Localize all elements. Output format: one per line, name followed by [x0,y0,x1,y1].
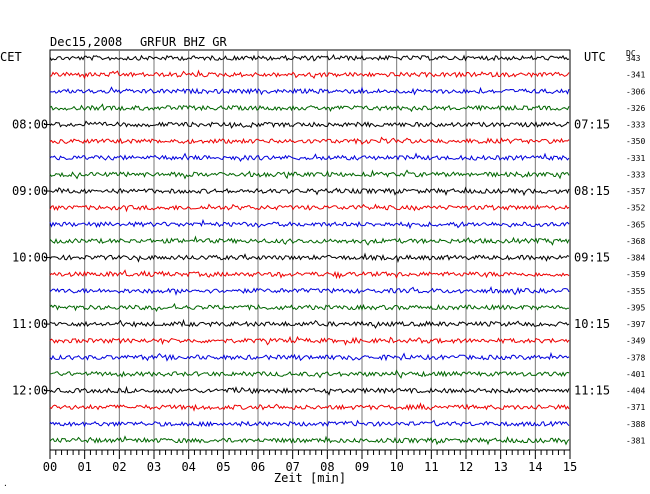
dc-offset-16: -395 [626,303,645,312]
trace-line-20 [49,369,570,379]
dc-offset-23: -388 [626,420,645,429]
dc-offset-20: -401 [626,370,645,379]
grid-lines [84,50,536,450]
trace-line-19 [49,351,570,362]
dc-header-label: DC [626,49,636,58]
right-timezone-label: UTC [584,50,606,64]
trace-group [49,53,570,446]
x-tick-label-00: 00 [43,460,57,474]
left-time-label-1: 08:00 [12,118,48,132]
dc-offset-18: -349 [626,337,645,346]
station-label: GRFUR BHZ GR [140,35,227,49]
dc-offset-19: -378 [626,353,645,362]
dc-offset-13: -384 [626,254,645,263]
trace-line-12 [49,235,570,246]
dc-offset-9: -357 [626,187,645,196]
x-tick-label-13: 13 [493,460,507,474]
dc-offset-labels: 343 -341 -306 -326 -333 -350 -331 -333 -357 -352 -… [626,54,645,445]
left-time-label-3: 10:00 [12,251,48,265]
trace-line-14 [49,269,570,280]
right-time-label-1: 07:15 [574,118,610,132]
x-tick-label-04: 04 [181,460,195,474]
trace-line-3 [49,86,570,96]
dc-offset-7: -331 [626,154,645,163]
trace-line-9 [49,186,570,197]
x-tick-label-05: 05 [216,460,230,474]
x-tick-label-11: 11 [424,460,438,474]
x-tick-label-14: 14 [528,460,542,474]
left-time-label-4: 11:00 [12,317,48,331]
trace-line-23 [49,419,570,428]
trace-line-15 [49,285,570,296]
trace-line-16 [49,302,569,312]
right-time-label-4: 10:15 [574,317,610,331]
trace-line-1 [49,53,570,62]
x-tick-label-12: 12 [459,460,473,474]
date-label: Dec15,2008 [50,35,122,49]
x-tick-label-15: 15 [563,460,577,474]
right-time-label-2: 08:15 [574,184,610,198]
trace-line-17 [49,318,570,329]
trace-line-18 [49,335,570,346]
dc-offset-22: -371 [626,403,645,412]
right-time-labels: 07:15 08:15 09:15 10:15 11:15 [574,118,610,398]
dc-offset-14: -359 [626,270,645,279]
left-time-label-2: 09:00 [12,184,48,198]
right-time-label-3: 09:15 [574,251,610,265]
dc-offset-10: -352 [626,204,645,213]
dc-offset-2: -341 [626,71,645,80]
dc-offset-17: -397 [626,320,645,329]
dc-offset-6: -350 [626,137,645,146]
left-time-labels: 08:00 09:00 10:00 11:00 12:00 [12,118,50,398]
x-tick-label-10: 10 [389,460,403,474]
trace-line-2 [49,69,570,80]
dc-offset-3: -306 [626,87,645,96]
x-axis: 00 01 02 03 04 05 06 07 08 09 10 11 12 13 14 15 [43,450,577,474]
dc-offset-24: -381 [626,436,645,445]
right-time-label-5: 11:15 [574,384,610,398]
trace-line-5 [49,120,570,129]
trace-line-4 [49,103,570,113]
dc-offset-5: -333 [626,121,645,130]
trace-line-11 [49,218,570,230]
left-time-label-5: 12:00 [12,384,48,398]
dc-offset-11: -365 [626,220,645,229]
x-tick-label-07: 07 [285,460,299,474]
trace-line-10 [49,203,570,213]
x-tick-label-08: 08 [320,460,334,474]
x-tick-label-01: 01 [77,460,91,474]
dc-offset-8: -333 [626,170,645,179]
trace-line-22 [49,402,570,412]
left-timezone-label: CET [0,50,22,64]
dc-offset-4: -326 [626,104,645,113]
trace-line-7 [49,152,570,162]
x-tick-label-09: 09 [355,460,369,474]
trace-line-24 [49,435,570,446]
trace-line-8 [49,169,570,180]
dc-offset-21: -404 [626,387,645,396]
dc-offset-1: 343 [626,54,641,63]
x-tick-label-03: 03 [147,460,161,474]
trace-line-13 [49,252,570,264]
dc-offset-15: -355 [626,287,645,296]
trace-line-6 [49,136,570,146]
corner-mark: . [3,479,8,488]
dc-offset-12: -368 [626,237,645,246]
x-tick-label-02: 02 [112,460,126,474]
trace-line-21 [49,385,570,396]
x-axis-title: Zeit [min] [274,471,346,485]
x-tick-label-06: 06 [251,460,265,474]
